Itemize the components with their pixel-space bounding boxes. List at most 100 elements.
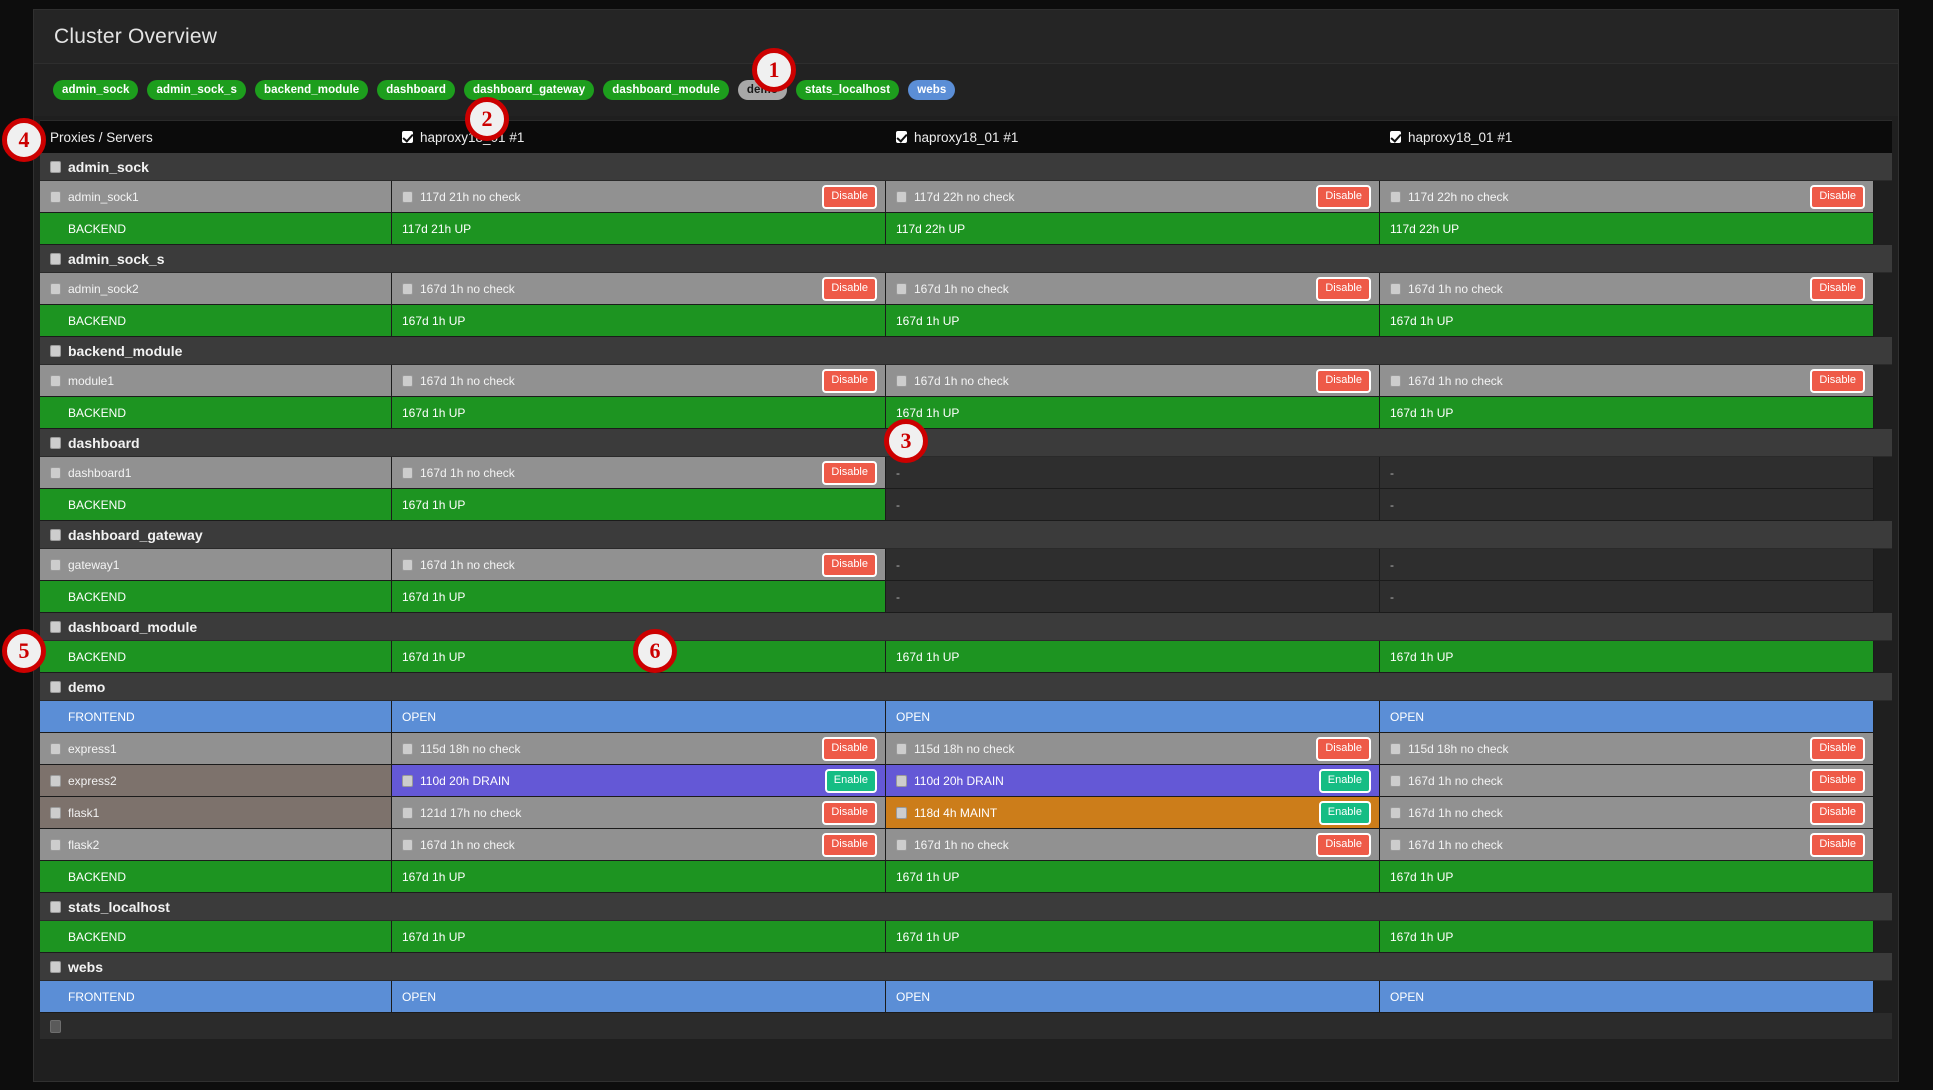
status-checkbox-node-1[interactable] bbox=[402, 190, 413, 203]
proxy-group-checkbox-dashboard_gateway[interactable] bbox=[50, 529, 61, 541]
status-checkbox-node-1[interactable] bbox=[402, 742, 413, 755]
disable-button[interactable]: Disable bbox=[1810, 276, 1865, 301]
proxy-group-row-dashboard[interactable]: dashboard bbox=[40, 429, 1892, 457]
server-name-cell-FRONTEND[interactable]: FRONTEND bbox=[40, 981, 392, 1013]
disable-button[interactable]: Disable bbox=[822, 184, 877, 209]
proxy-pill-webs[interactable]: webs bbox=[908, 80, 956, 100]
disable-button[interactable]: Disable bbox=[1810, 800, 1865, 825]
disable-button[interactable]: Disable bbox=[1810, 184, 1865, 209]
node-select-checkbox-3[interactable] bbox=[1390, 131, 1401, 143]
server-name-cell-flask2[interactable]: flask2 bbox=[40, 829, 392, 861]
proxy-pill-stats_localhost[interactable]: stats_localhost bbox=[796, 80, 900, 100]
status-checkbox-node-2[interactable] bbox=[896, 774, 907, 787]
proxy-group-label-cell[interactable]: dashboard_gateway bbox=[40, 521, 392, 549]
enable-button[interactable]: Enable bbox=[1318, 768, 1371, 793]
disable-button[interactable]: Disable bbox=[1316, 184, 1371, 209]
proxy-group-checkbox-webs[interactable] bbox=[50, 961, 61, 973]
server-select-checkbox-dashboard1[interactable] bbox=[50, 466, 61, 479]
status-checkbox-node-1[interactable] bbox=[402, 806, 413, 819]
status-checkbox-node-1[interactable] bbox=[402, 374, 413, 387]
proxy-group-row-stats_localhost[interactable]: stats_localhost bbox=[40, 893, 1892, 921]
server-name-cell-BACKEND[interactable]: BACKEND bbox=[40, 861, 392, 893]
server-name-cell-FRONTEND[interactable]: FRONTEND bbox=[40, 701, 392, 733]
server-select-checkbox-admin_sock2[interactable] bbox=[50, 282, 61, 295]
server-name-cell-BACKEND[interactable]: BACKEND bbox=[40, 397, 392, 429]
status-checkbox-node-3[interactable] bbox=[1390, 282, 1401, 295]
server-name-cell-BACKEND[interactable]: BACKEND bbox=[40, 921, 392, 953]
server-name-cell-BACKEND[interactable]: BACKEND bbox=[40, 489, 392, 521]
disable-button[interactable]: Disable bbox=[1810, 368, 1865, 393]
server-name-cell-BACKEND[interactable]: BACKEND bbox=[40, 641, 392, 673]
status-checkbox-node-3[interactable] bbox=[1390, 374, 1401, 387]
proxy-pill-dashboard_gateway[interactable]: dashboard_gateway bbox=[463, 80, 595, 100]
disable-button[interactable]: Disable bbox=[1316, 368, 1371, 393]
proxy-pill-dashboard_module[interactable]: dashboard_module bbox=[603, 80, 729, 100]
proxy-group-label-cell[interactable]: admin_sock bbox=[40, 153, 392, 181]
server-name-cell-BACKEND[interactable]: BACKEND bbox=[40, 581, 392, 613]
proxy-group-row-webs[interactable]: webs bbox=[40, 953, 1892, 981]
status-checkbox-node-1[interactable] bbox=[402, 558, 413, 571]
server-name-cell-express2[interactable]: express2 bbox=[40, 765, 392, 797]
disable-button[interactable]: Disable bbox=[1316, 276, 1371, 301]
server-select-checkbox-flask2[interactable] bbox=[50, 838, 61, 851]
disable-button[interactable]: Disable bbox=[822, 460, 877, 485]
server-name-cell-flask1[interactable]: flask1 bbox=[40, 797, 392, 829]
proxy-group-label-cell[interactable]: admin_sock_s bbox=[40, 245, 392, 273]
status-checkbox-node-1[interactable] bbox=[402, 774, 413, 787]
node-select-checkbox-1[interactable] bbox=[402, 131, 413, 143]
status-checkbox-node-3[interactable] bbox=[1390, 742, 1401, 755]
status-checkbox-node-3[interactable] bbox=[1390, 838, 1401, 851]
proxy-group-label-cell[interactable]: webs bbox=[40, 953, 392, 981]
server-select-checkbox-module1[interactable] bbox=[50, 374, 61, 387]
server-select-checkbox-admin_sock1[interactable] bbox=[50, 190, 61, 203]
server-select-checkbox-express2[interactable] bbox=[50, 774, 61, 787]
proxy-group-row-backend_module[interactable]: backend_module bbox=[40, 337, 1892, 365]
proxy-group-row-dashboard_gateway[interactable]: dashboard_gateway bbox=[40, 521, 1892, 549]
proxy-pill-backend_module[interactable]: backend_module bbox=[254, 80, 369, 100]
server-name-cell-module1[interactable]: module1 bbox=[40, 365, 392, 397]
proxy-group-row-admin_sock_s[interactable]: admin_sock_s bbox=[40, 245, 1892, 273]
node-select-checkbox-2[interactable] bbox=[896, 131, 907, 143]
status-checkbox-node-2[interactable] bbox=[896, 190, 907, 203]
server-name-cell-admin_sock2[interactable]: admin_sock2 bbox=[40, 273, 392, 305]
disable-button[interactable]: Disable bbox=[822, 276, 877, 301]
server-name-cell-dashboard1[interactable]: dashboard1 bbox=[40, 457, 392, 489]
enable-button[interactable]: Enable bbox=[824, 768, 877, 793]
server-select-checkbox-flask1[interactable] bbox=[50, 806, 61, 819]
proxy-group-checkbox-stats_localhost[interactable] bbox=[50, 901, 61, 913]
proxy-group-label-cell[interactable]: dashboard bbox=[40, 429, 392, 457]
status-checkbox-node-1[interactable] bbox=[402, 838, 413, 851]
proxy-group-checkbox-backend_module[interactable] bbox=[50, 345, 61, 357]
status-checkbox-node-2[interactable] bbox=[896, 742, 907, 755]
server-name-cell-BACKEND[interactable]: BACKEND bbox=[40, 305, 392, 337]
disable-button[interactable]: Disable bbox=[822, 800, 877, 825]
proxy-group-label-cell[interactable]: dashboard_module bbox=[40, 613, 392, 641]
status-checkbox-node-3[interactable] bbox=[1390, 774, 1401, 787]
proxy-group-checkbox-dashboard_module[interactable] bbox=[50, 621, 61, 633]
proxy-group-label-cell[interactable]: stats_localhost bbox=[40, 893, 392, 921]
proxy-group-checkbox-admin_sock_s[interactable] bbox=[50, 253, 61, 265]
disable-button[interactable]: Disable bbox=[1316, 736, 1371, 761]
disable-button[interactable]: Disable bbox=[822, 552, 877, 577]
disable-button[interactable]: Disable bbox=[822, 832, 877, 857]
proxy-group-label-cell[interactable]: demo bbox=[40, 673, 392, 701]
proxy-pill-admin_sock_s[interactable]: admin_sock_s bbox=[147, 80, 246, 100]
status-checkbox-node-1[interactable] bbox=[402, 466, 413, 479]
proxy-group-row-dashboard_module[interactable]: dashboard_module bbox=[40, 613, 1892, 641]
proxy-group-checkbox-admin_sock[interactable] bbox=[50, 161, 61, 173]
server-name-cell-express1[interactable]: express1 bbox=[40, 733, 392, 765]
disable-button[interactable]: Disable bbox=[822, 368, 877, 393]
status-checkbox-node-1[interactable] bbox=[402, 282, 413, 295]
proxy-group-checkbox-dashboard[interactable] bbox=[50, 437, 61, 449]
status-checkbox-node-2[interactable] bbox=[896, 806, 907, 819]
proxy-pill-dashboard[interactable]: dashboard bbox=[377, 80, 455, 100]
server-name-cell-gateway1[interactable]: gateway1 bbox=[40, 549, 392, 581]
proxy-group-checkbox-demo[interactable] bbox=[50, 681, 61, 693]
disable-button[interactable]: Disable bbox=[1810, 736, 1865, 761]
footer-select-checkbox[interactable] bbox=[50, 1019, 61, 1033]
status-checkbox-node-2[interactable] bbox=[896, 838, 907, 851]
status-checkbox-node-2[interactable] bbox=[896, 282, 907, 295]
disable-button[interactable]: Disable bbox=[822, 736, 877, 761]
disable-button[interactable]: Disable bbox=[1810, 768, 1865, 793]
enable-button[interactable]: Enable bbox=[1318, 800, 1371, 825]
